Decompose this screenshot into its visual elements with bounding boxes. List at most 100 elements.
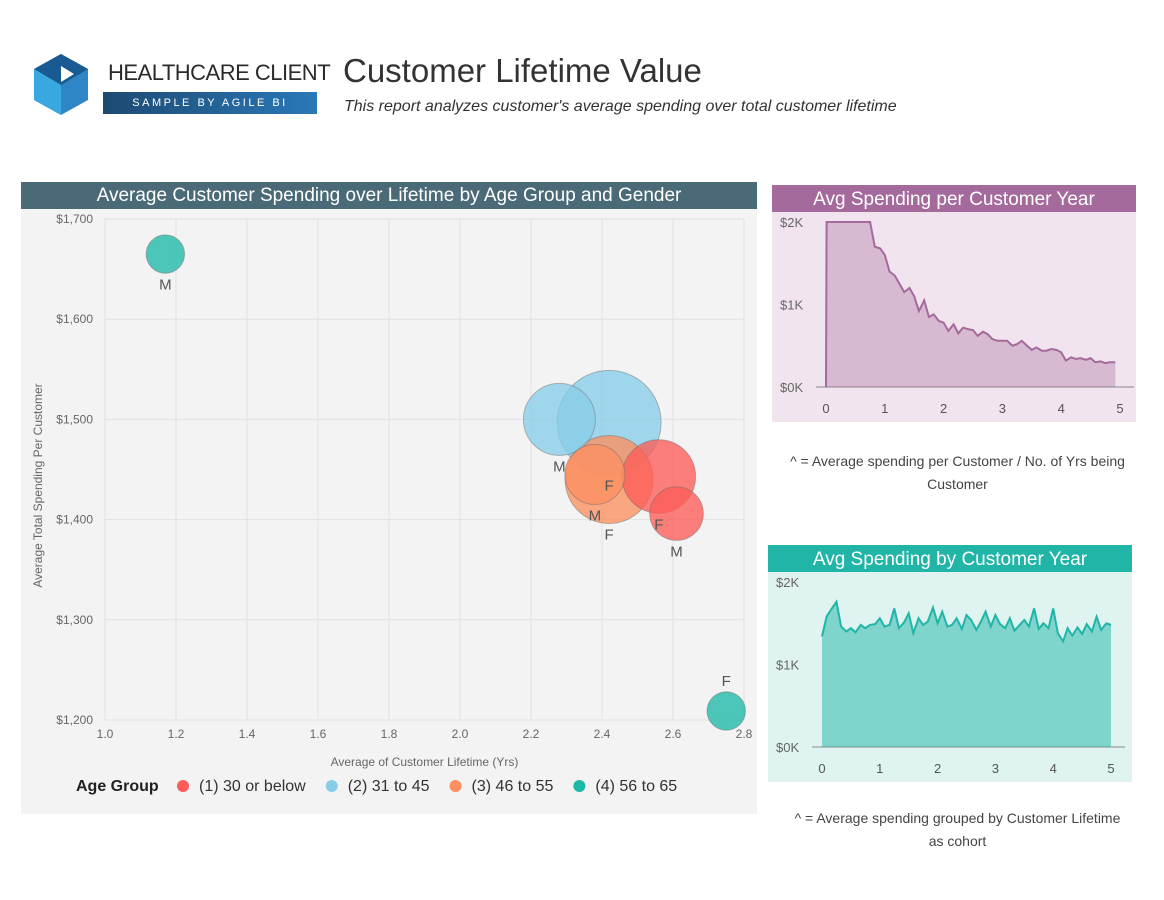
bubble-point: [649, 486, 704, 541]
spending-by-year-note: ^ = Average spending grouped by Customer…: [794, 810, 1121, 849]
data-point: [1091, 631, 1092, 632]
data-point: [914, 296, 915, 297]
data-point: [869, 624, 870, 625]
data-point: [894, 608, 895, 609]
data-point: [982, 331, 983, 332]
data-point: [1095, 362, 1096, 363]
data-point: [1105, 362, 1106, 363]
area-line: [821, 599, 1112, 644]
data-point: [825, 386, 826, 387]
data-point: [962, 327, 963, 328]
y-tick-label: $1K: [780, 298, 803, 313]
bubble-label: F: [605, 477, 614, 494]
data-point: [913, 633, 914, 634]
data-point: [1012, 345, 1013, 346]
data-point: [1053, 608, 1054, 609]
data-point: [831, 608, 832, 609]
data-point: [942, 611, 943, 612]
data-point: [1021, 340, 1022, 341]
data-point: [1009, 618, 1010, 619]
x-tick-label: 2.4: [594, 727, 611, 741]
data-point: [1062, 641, 1063, 642]
data-point: [1086, 623, 1087, 624]
data-point: [990, 626, 991, 627]
data-point: [1071, 357, 1072, 358]
data-point: [1115, 362, 1116, 363]
spending-by-year-chart[interactable]: $0K $1K $2K 0 1 2 3 4 5: [768, 545, 1132, 782]
data-point: [1106, 623, 1107, 624]
area-fill: [826, 222, 1116, 387]
data-point: [971, 619, 972, 620]
y-tick-label: $1,400: [56, 513, 93, 527]
data-point: [938, 320, 939, 321]
data-point: [1005, 628, 1006, 629]
data-point: [860, 221, 861, 222]
x-tick-label: 2.8: [736, 727, 753, 741]
y-axis-label: Average Total Spending Per Customer: [31, 383, 45, 587]
data-point: [1100, 361, 1101, 362]
data-point: [909, 287, 910, 288]
x-axis-label: Average of Customer Lifetime (Yrs): [331, 755, 519, 769]
data-point: [918, 618, 919, 619]
bubble-label: F: [605, 527, 614, 544]
data-point: [845, 221, 846, 222]
data-point: [956, 618, 957, 619]
data-point: [923, 624, 924, 625]
data-point: [1034, 608, 1035, 609]
data-point: [846, 631, 847, 632]
y-tick-label: $1,700: [56, 212, 93, 226]
data-point: [908, 613, 909, 614]
data-point: [1090, 358, 1091, 359]
data-point: [1080, 358, 1081, 359]
bubble-label: M: [589, 508, 602, 525]
data-point: [850, 221, 851, 222]
legend-title: Age Group: [76, 778, 159, 795]
data-point: [997, 340, 998, 341]
x-tick-label: 1.6: [310, 727, 327, 741]
data-point: [894, 275, 895, 276]
y-tick-label: $1,200: [56, 713, 93, 727]
data-point: [1041, 350, 1042, 351]
spending-per-year-chart[interactable]: $0K $1K $2K 0 1 2 3 4 5: [772, 185, 1136, 422]
data-point: [985, 611, 986, 612]
x-tick-label: 3: [999, 401, 1006, 416]
legend-entry: (4) 56 to 65: [595, 778, 677, 795]
data-point: [1077, 627, 1078, 628]
x-tick-label: 1.2: [168, 727, 185, 741]
spending-per-year-panel: [772, 185, 1136, 422]
bubble-label: M: [553, 458, 566, 475]
data-point: [836, 601, 837, 602]
data-point: [948, 330, 949, 331]
data-point: [1057, 633, 1058, 634]
x-tick-label: 5: [1116, 401, 1123, 416]
data-point: [1082, 633, 1083, 634]
x-tick-label: 0: [822, 401, 829, 416]
data-point: [999, 623, 1000, 624]
data-point: [1051, 348, 1052, 349]
bubble-label: F: [722, 673, 731, 690]
data-point: [865, 221, 866, 222]
y-tick-label: $2K: [776, 575, 799, 590]
brand-tagline: SAMPLE BY AGILE BI: [103, 92, 317, 114]
data-point: [992, 339, 993, 340]
scatter-chart[interactable]: 1.0 1.2 1.4 1.6 1.8 2.0 2.2 2.4 2.6 2.8 $1,200 $1,3…: [21, 182, 757, 814]
y-tick-label: $2K: [780, 215, 803, 230]
data-point: [1019, 624, 1020, 625]
x-tick-label: 2: [934, 761, 941, 776]
brand-name: HEALTHCARE CLIENT: [108, 60, 331, 85]
data-point: [870, 221, 871, 222]
data-point: [865, 628, 866, 629]
x-tick-label: 1.0: [97, 727, 114, 741]
data-point: [958, 333, 959, 334]
area-fill: [822, 601, 1111, 747]
data-point: [918, 311, 919, 312]
data-point: [850, 628, 851, 629]
spending-per-year-note: ^ = Average spending per Customer / No. …: [790, 453, 1125, 492]
y-tick-label: $0K: [780, 380, 803, 395]
data-point: [1061, 352, 1062, 353]
legend-marker: [325, 780, 338, 792]
x-tick-label: 1.4: [239, 727, 256, 741]
bubble-point: [522, 382, 596, 456]
y-tick-label: $1,600: [56, 312, 93, 326]
data-point: [855, 632, 856, 633]
